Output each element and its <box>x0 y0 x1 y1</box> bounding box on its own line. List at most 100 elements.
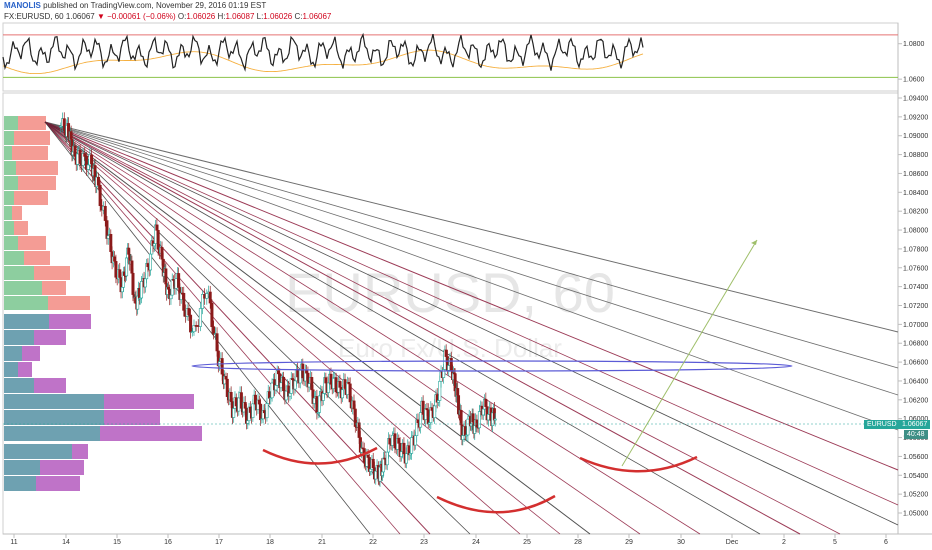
oscillator-axis[interactable]: 1.0800 1.0600 <box>898 41 925 84</box>
candle-body[interactable] <box>187 308 191 316</box>
candle-body[interactable] <box>86 164 90 170</box>
candle-body[interactable] <box>352 400 356 410</box>
candle-body[interactable] <box>371 458 375 469</box>
candle-body[interactable] <box>321 393 325 401</box>
candle-body[interactable] <box>430 407 434 411</box>
candle-body[interactable] <box>481 408 485 416</box>
candle-body[interactable] <box>410 437 414 454</box>
candle-body[interactable] <box>220 358 224 375</box>
candle-body[interactable] <box>413 435 417 446</box>
candle-body[interactable] <box>493 418 497 421</box>
fan-line[interactable] <box>44 121 701 535</box>
candle-body[interactable] <box>276 370 280 375</box>
candle-body[interactable] <box>449 358 453 371</box>
candle-body[interactable] <box>83 153 87 157</box>
candle-body[interactable] <box>424 408 428 420</box>
candle-body[interactable] <box>301 363 305 379</box>
candle-body[interactable] <box>438 380 442 401</box>
candle-body[interactable] <box>419 412 423 428</box>
candle-body[interactable] <box>160 247 164 260</box>
candle-body[interactable] <box>234 397 238 407</box>
candle-body[interactable] <box>404 453 408 464</box>
candlestick-series[interactable] <box>59 112 497 487</box>
candle-body[interactable] <box>374 470 378 480</box>
candle-body[interactable] <box>332 377 336 389</box>
candle-body[interactable] <box>103 205 107 221</box>
candle-body[interactable] <box>174 278 178 289</box>
candle-body[interactable] <box>426 409 430 425</box>
candle-body[interactable] <box>229 391 233 402</box>
candle-body[interactable] <box>212 326 216 335</box>
candle-body[interactable] <box>257 399 261 405</box>
candle-body[interactable] <box>210 302 214 327</box>
candle-body[interactable] <box>62 118 66 131</box>
candle-body[interactable] <box>96 176 100 186</box>
candle-body[interactable] <box>225 378 229 397</box>
candle-body[interactable] <box>152 243 156 247</box>
candle-body[interactable] <box>239 392 243 409</box>
candle-body[interactable] <box>466 418 470 436</box>
candle-body[interactable] <box>170 279 174 296</box>
candle-body[interactable] <box>307 383 311 388</box>
candle-body[interactable] <box>416 419 420 424</box>
candle-body[interactable] <box>329 373 333 385</box>
candle-body[interactable] <box>190 331 194 333</box>
candle-body[interactable] <box>198 308 202 327</box>
candle-body[interactable] <box>253 394 257 405</box>
candle-body[interactable] <box>205 293 209 299</box>
fan-line[interactable] <box>44 121 801 535</box>
candle-body[interactable] <box>340 389 344 399</box>
candle-body[interactable] <box>208 291 212 304</box>
candle-body[interactable] <box>156 230 160 250</box>
candle-body[interactable] <box>296 369 300 378</box>
candle-body[interactable] <box>84 156 88 170</box>
candle-body[interactable] <box>317 395 321 413</box>
drawing-tools[interactable] <box>191 239 793 514</box>
fan-line[interactable] <box>44 121 591 535</box>
fan-line[interactable] <box>44 121 521 535</box>
candle-body[interactable] <box>385 451 389 466</box>
candle-body[interactable] <box>312 397 316 404</box>
candle-body[interactable] <box>486 414 490 421</box>
candle-body[interactable] <box>282 376 286 392</box>
candle-body[interactable] <box>397 437 401 444</box>
candle-body[interactable] <box>118 269 122 278</box>
candle-body[interactable] <box>310 377 314 391</box>
candle-body[interactable] <box>388 438 392 445</box>
fan-line[interactable] <box>44 121 561 535</box>
fan-line[interactable] <box>44 121 899 333</box>
candle-body[interactable] <box>76 153 80 165</box>
candle-body[interactable] <box>393 433 397 449</box>
fan-line[interactable] <box>44 121 899 431</box>
candle-body[interactable] <box>143 278 147 288</box>
candle-body[interactable] <box>140 281 144 299</box>
candle-body[interactable] <box>289 378 293 394</box>
candle-body[interactable] <box>357 422 361 438</box>
symbol-label[interactable]: FX:EURUSD, 60 <box>4 12 64 21</box>
candle-body[interactable] <box>475 419 479 428</box>
fan-line[interactable] <box>44 121 841 535</box>
volume-profile[interactable] <box>4 116 202 491</box>
head-arc[interactable] <box>436 494 556 514</box>
candle-body[interactable] <box>98 184 102 207</box>
candle-body[interactable] <box>421 400 425 415</box>
candle-body[interactable] <box>224 376 228 380</box>
candle-body[interactable] <box>477 411 481 429</box>
candle-body[interactable] <box>268 391 272 399</box>
candle-body[interactable] <box>106 235 110 239</box>
candle-body[interactable] <box>155 224 159 231</box>
candle-body[interactable] <box>169 294 173 300</box>
candle-body[interactable] <box>78 149 82 164</box>
candle-body[interactable] <box>177 273 181 288</box>
candle-body[interactable] <box>189 314 193 333</box>
shoulder-arc-right[interactable] <box>579 455 698 473</box>
candle-body[interactable] <box>243 402 247 409</box>
candle-body[interactable] <box>463 426 467 436</box>
fan-line[interactable] <box>44 121 371 535</box>
candle-body[interactable] <box>73 145 77 157</box>
candle-body[interactable] <box>390 434 394 446</box>
candle-body[interactable] <box>484 398 488 407</box>
neckline-ellipse[interactable] <box>191 360 793 372</box>
candle-body[interactable] <box>109 233 113 252</box>
